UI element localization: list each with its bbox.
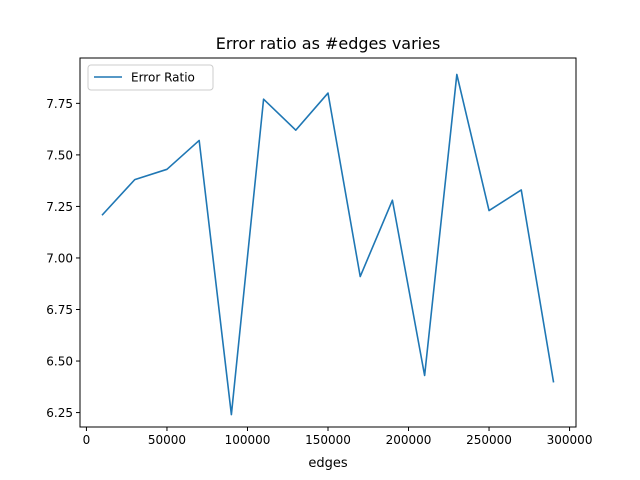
y-tick-label: 7.75 bbox=[46, 97, 73, 111]
x-tick-label: 0 bbox=[83, 433, 91, 447]
series-line-0 bbox=[101, 73, 555, 416]
plot-marks bbox=[101, 73, 555, 416]
y-tick-label: 6.50 bbox=[46, 355, 73, 369]
legend: Error Ratio bbox=[87, 64, 214, 91]
legend-box bbox=[87, 64, 214, 91]
x-tick-label: 100000 bbox=[225, 433, 271, 447]
x-tick-label: 50000 bbox=[148, 433, 186, 447]
x-axis-label: edges bbox=[308, 456, 348, 471]
chart-title: Error ratio as #edges varies bbox=[216, 34, 441, 53]
x-tick-label: 300000 bbox=[547, 433, 593, 447]
x-tick-label: 150000 bbox=[305, 433, 351, 447]
x-tick-label: 200000 bbox=[386, 433, 432, 447]
y-tick-label: 7.00 bbox=[46, 251, 73, 265]
y-tick-label: 6.75 bbox=[46, 303, 73, 317]
y-tick-label: 6.25 bbox=[46, 406, 73, 420]
y-tick-label: 7.25 bbox=[46, 200, 73, 214]
y-tick-label: 7.50 bbox=[46, 148, 73, 162]
y-axis: 6.25 6.50 6.75 7.00 7.25 7.50 7.75 bbox=[46, 97, 80, 420]
legend-label: Error Ratio bbox=[131, 71, 195, 85]
x-tick-label: 250000 bbox=[466, 433, 512, 447]
x-axis: 0 50000 100000 150000 200000 250000 300000 bbox=[83, 427, 593, 447]
plot-frame bbox=[79, 57, 577, 428]
